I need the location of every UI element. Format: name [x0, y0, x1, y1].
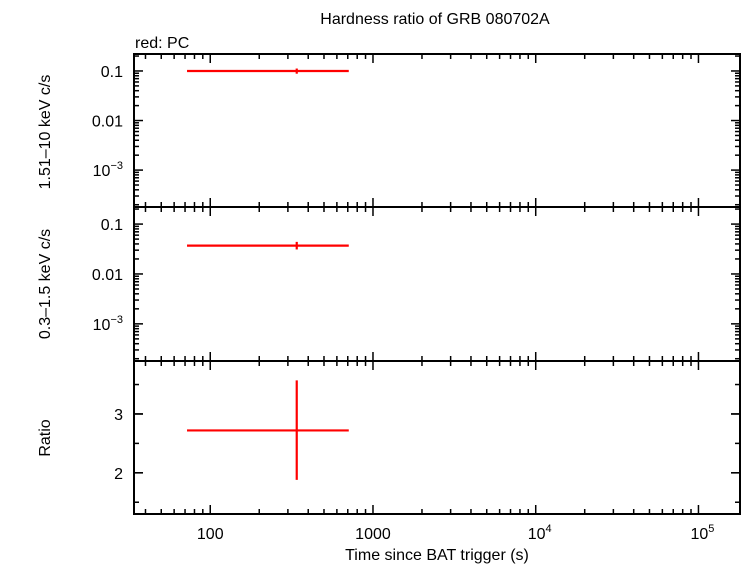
- y-tick-label: 0.1: [101, 217, 123, 234]
- y-axis-label-panel-2: 0.3–1.5 keV c/s: [37, 229, 54, 339]
- x-tick-label: 105: [690, 523, 714, 543]
- y-tick-label: 10−3: [93, 314, 123, 334]
- y-tick-label: 2: [114, 466, 123, 483]
- legend-note: red: PC: [135, 35, 189, 52]
- panel-1: 0.1 0.01 10−3: [92, 53, 741, 208]
- x-tick-label: 1000: [355, 526, 391, 543]
- y-tick-label: 3: [114, 407, 123, 424]
- panel-frame: [133, 206, 741, 362]
- y-tick-label: 10−3: [93, 160, 123, 180]
- y-axis-label-panel-1: 1.51–10 keV c/s: [37, 75, 54, 190]
- panel-2: 0.1 0.01 10−3: [92, 206, 741, 362]
- panel-frame: [133, 53, 741, 208]
- y-tick-label: 0.1: [101, 64, 123, 81]
- data-point: [187, 380, 349, 480]
- x-axis-label: Time since BAT trigger (s): [345, 547, 529, 564]
- y-tick-label: 0.01: [92, 114, 123, 131]
- x-tick-label: 100: [197, 526, 224, 543]
- x-tick-label: 104: [528, 523, 552, 543]
- panel-3: 23: [114, 360, 741, 515]
- chart-title: Hardness ratio of GRB 080702A: [320, 11, 550, 28]
- data-point: [187, 241, 349, 250]
- data-point: [187, 68, 349, 74]
- panel-frame: [133, 360, 741, 515]
- y-tick-label: 0.01: [92, 267, 123, 284]
- y-axis-label-panel-3: Ratio: [37, 419, 54, 456]
